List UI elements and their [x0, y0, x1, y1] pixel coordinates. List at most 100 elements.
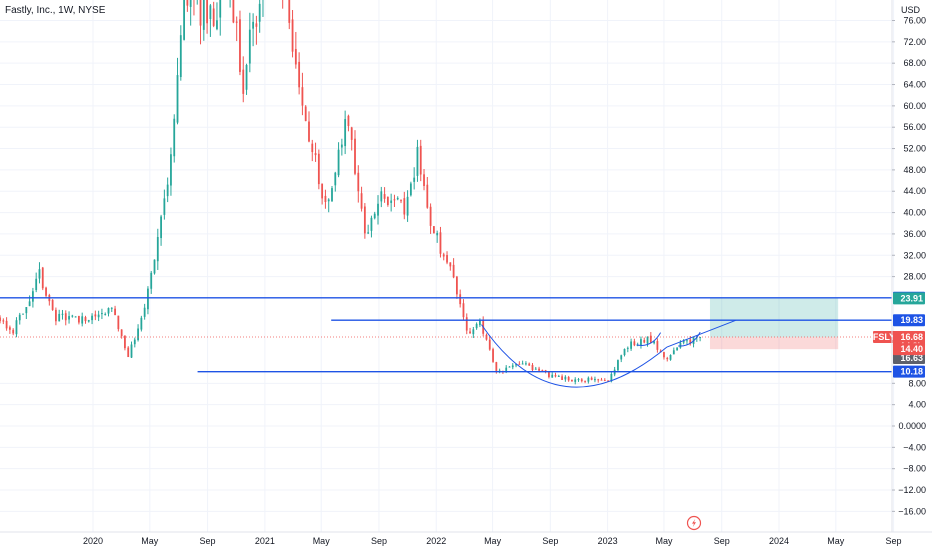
plot-area[interactable] [0, 0, 702, 385]
level-price-badge-bg [893, 314, 925, 327]
candle-body [679, 342, 682, 348]
cup-arc[interactable] [481, 324, 668, 388]
candle [153, 259, 156, 275]
candle-body [478, 319, 481, 326]
candle [324, 189, 327, 209]
candle-body [291, 19, 294, 52]
candle [147, 286, 149, 315]
price-tick-label: −16.00 [898, 506, 926, 516]
candle [68, 311, 70, 324]
candle-body [357, 172, 360, 192]
candle [252, 13, 255, 47]
candle-body [419, 145, 422, 175]
candle-body [143, 307, 146, 317]
candle [347, 114, 350, 132]
candle-body [630, 341, 632, 349]
candle-body [508, 366, 511, 368]
price-tick-label: 0.0000 [898, 421, 926, 431]
candle-body [347, 115, 350, 127]
candle-body [87, 320, 90, 322]
candle-body [206, 0, 209, 24]
candle [189, 0, 192, 26]
time-axis[interactable]: 2020 May Sep 2021 May Sep 2022 May Sep 2023 May Sep… [0, 531, 932, 546]
candle-body [331, 188, 333, 202]
candle-body [127, 347, 130, 358]
candle-body [577, 379, 580, 381]
candle-body [462, 303, 465, 318]
level-price-badge[interactable]: 19.83 [893, 314, 925, 327]
candle-body [548, 371, 550, 378]
candle [633, 338, 636, 347]
price-axis[interactable]: 76.00 72.00 68.00 64.00 60.00 56.00 52.00 48.00… [891, 0, 926, 532]
candle [396, 196, 399, 201]
candle [663, 351, 665, 360]
candle-body [189, 0, 192, 7]
candle [124, 335, 126, 351]
candle [561, 374, 563, 381]
handle-arc[interactable] [636, 332, 662, 346]
candle [18, 312, 21, 325]
price-tick-label: 68.00 [903, 58, 926, 68]
candle [531, 363, 534, 372]
candle-body [663, 352, 665, 358]
breakout-trend-line[interactable] [666, 319, 737, 348]
candle [120, 329, 123, 339]
level-price-badge-text: 19.83 [900, 315, 923, 325]
drawing-overlays[interactable]: FSLY [0, 297, 895, 388]
candle [219, 0, 222, 36]
stop-price-badge-bg [893, 343, 925, 356]
flash-icon[interactable] [686, 515, 702, 531]
candle [239, 10, 241, 76]
candle [551, 372, 554, 378]
candle-body [15, 320, 18, 335]
candle [2, 318, 5, 325]
candle [301, 72, 304, 116]
candle-body [12, 329, 15, 334]
candle [383, 187, 386, 203]
candle-body [531, 365, 534, 371]
risk-zone[interactable] [709, 337, 839, 350]
candle-body [413, 177, 416, 182]
candle-body [344, 119, 347, 147]
stop-price-badge[interactable]: 14.40 [893, 343, 925, 356]
candle [45, 286, 47, 298]
time-tick-label: 2020 [83, 536, 103, 546]
candle-body [432, 226, 435, 234]
candle-body [551, 374, 554, 378]
candle-body [97, 314, 100, 318]
candle [183, 0, 185, 41]
profit-zone[interactable] [709, 298, 839, 338]
candle [603, 378, 606, 382]
candle-body [492, 349, 494, 362]
price-tick-label: 72.00 [903, 37, 926, 47]
candle [564, 375, 567, 382]
candle-body [646, 336, 649, 344]
candle-body [377, 203, 379, 216]
level-price-badge[interactable]: 10.18 [893, 365, 925, 378]
price-tick-label: 32.00 [903, 250, 926, 260]
candle [400, 199, 402, 204]
candle-body [571, 379, 573, 382]
candle [475, 322, 478, 330]
candle-body [380, 191, 383, 202]
candle-body [314, 153, 317, 156]
candle [104, 312, 107, 316]
price-tick-label: 4.00 [908, 400, 926, 410]
candle-body [554, 375, 557, 377]
candle-body [367, 232, 370, 234]
symbol-tag[interactable]: FSLY [873, 331, 895, 344]
candle [12, 328, 15, 336]
candle-body [370, 217, 373, 231]
candle [656, 338, 659, 353]
candle-body [459, 294, 462, 305]
candle [308, 111, 310, 143]
candle-body [81, 316, 84, 324]
target-price-badge[interactable]: 23.91 [893, 292, 925, 305]
candle-body [308, 121, 310, 142]
candle [423, 169, 425, 191]
candle [574, 377, 577, 385]
candle [452, 258, 455, 279]
candle-body [324, 195, 327, 202]
candle-body [31, 291, 34, 302]
